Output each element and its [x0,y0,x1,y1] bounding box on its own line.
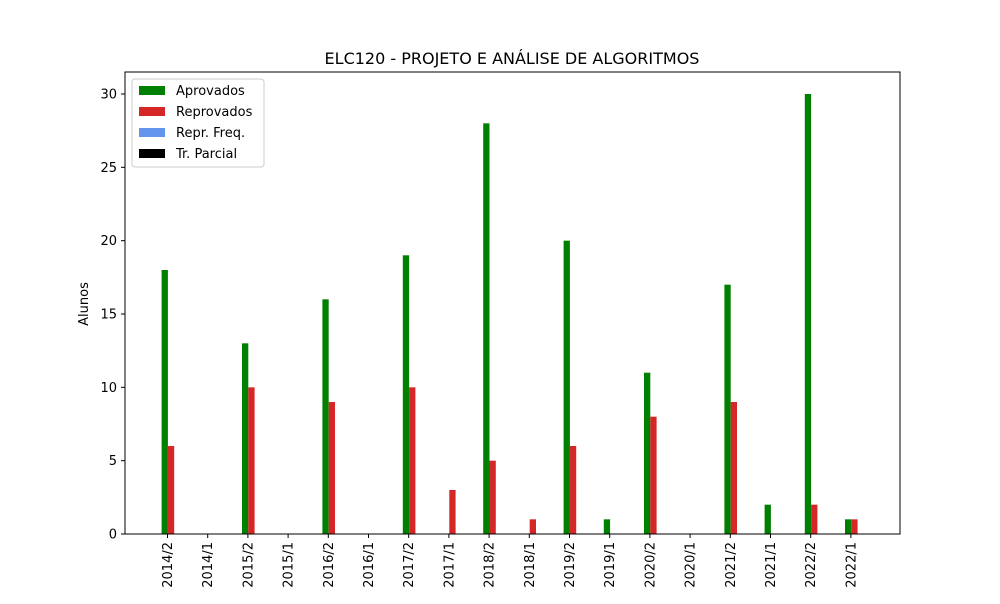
chart-title: ELC120 - PROJETO E ANÁLISE DE ALGORITMOS [325,49,700,68]
bar-reprovados-2021-2 [730,402,737,534]
bar-reprovados-2018-2 [489,460,496,534]
y-tick-label: 0 [109,528,117,543]
x-tick-label: 2022/2 [804,542,819,588]
legend-swatch [139,86,165,95]
plot-frame [124,71,901,535]
legend-label: Aprovados [176,84,245,99]
x-tick-label: 2020/1 [684,542,699,588]
bar-reprovados-2016-2 [328,402,335,534]
x-tick-label: 2014/2 [161,542,176,588]
bar-reprovados-2014-2 [167,446,175,534]
bar-reprovados-2019-2 [569,446,577,534]
bar-aprovados-2014-2 [161,270,168,534]
bar-reprovados-2015-2 [248,387,255,534]
y-axis-label: Alunos [77,282,92,326]
y-tick-label: 5 [109,454,117,469]
y-tick-label: 10 [100,381,117,396]
y-tick-label: 30 [100,88,117,103]
legend-swatch [139,128,165,137]
bar-aprovados-2019-1 [603,519,611,534]
bars-layer [161,94,858,535]
legend-box [131,78,265,168]
bar-reprovados-2018-1 [529,519,536,534]
x-tick-label: 2019/2 [563,542,578,588]
legend-swatch [139,149,165,158]
x-tick-label: 2016/2 [322,542,337,588]
x-tick-label: 2014/1 [201,542,216,588]
x-tick-label: 2018/2 [483,542,498,588]
legend-swatch [139,107,165,116]
bar-aprovados-2015-2 [242,343,249,534]
bar-reprovados-2017-1 [449,490,456,534]
y-tick-label: 15 [100,308,117,323]
bar-aprovados-2021-2 [724,284,731,534]
x-tick-label: 2015/1 [282,542,297,588]
x-tick-label: 2019/1 [603,542,618,588]
x-tick-label: 2018/1 [523,542,538,588]
x-tick-label: 2016/1 [362,542,377,588]
x-tick-label: 2020/2 [643,542,658,588]
bar-reprovados-2022-1 [851,519,858,534]
bar-aprovados-2022-1 [845,519,852,534]
y-tick-label: 20 [100,234,117,249]
axes-layer: 0 5 10 15 20 25 30 2014/2 2014/1 2015/2 2015/1 2016… [100,71,901,588]
legend-label: Repr. Freq. [176,126,245,141]
bar-reprovados-2022-2 [811,504,818,534]
y-tick-label: 25 [100,161,117,176]
bar-reprovados-2017-2 [409,387,416,534]
legend: Aprovados Reprovados Repr. Freq. Tr. Parcia… [131,78,265,168]
bar-aprovados-2016-2 [322,299,329,534]
x-tick-label: 2021/2 [724,542,739,588]
legend-label: Tr. Parcial [175,147,237,162]
bar-aprovados-2018-2 [483,123,490,534]
bar-reprovados-2020-2 [650,416,657,534]
x-tick-label: 2022/1 [844,542,859,588]
legend-label: Reprovados [176,105,253,120]
bar-aprovados-2019-2 [563,240,570,535]
x-tick-label: 2021/1 [764,542,779,588]
x-tick-label: 2015/2 [241,542,256,588]
x-tick-label: 2017/1 [442,542,457,588]
bar-aprovados-2020-2 [644,372,651,534]
bar-aprovados-2021-1 [764,504,771,534]
bar-aprovados-2017-2 [402,255,410,534]
bar-aprovados-2022-2 [804,94,812,534]
x-tick-label: 2017/2 [402,542,417,588]
